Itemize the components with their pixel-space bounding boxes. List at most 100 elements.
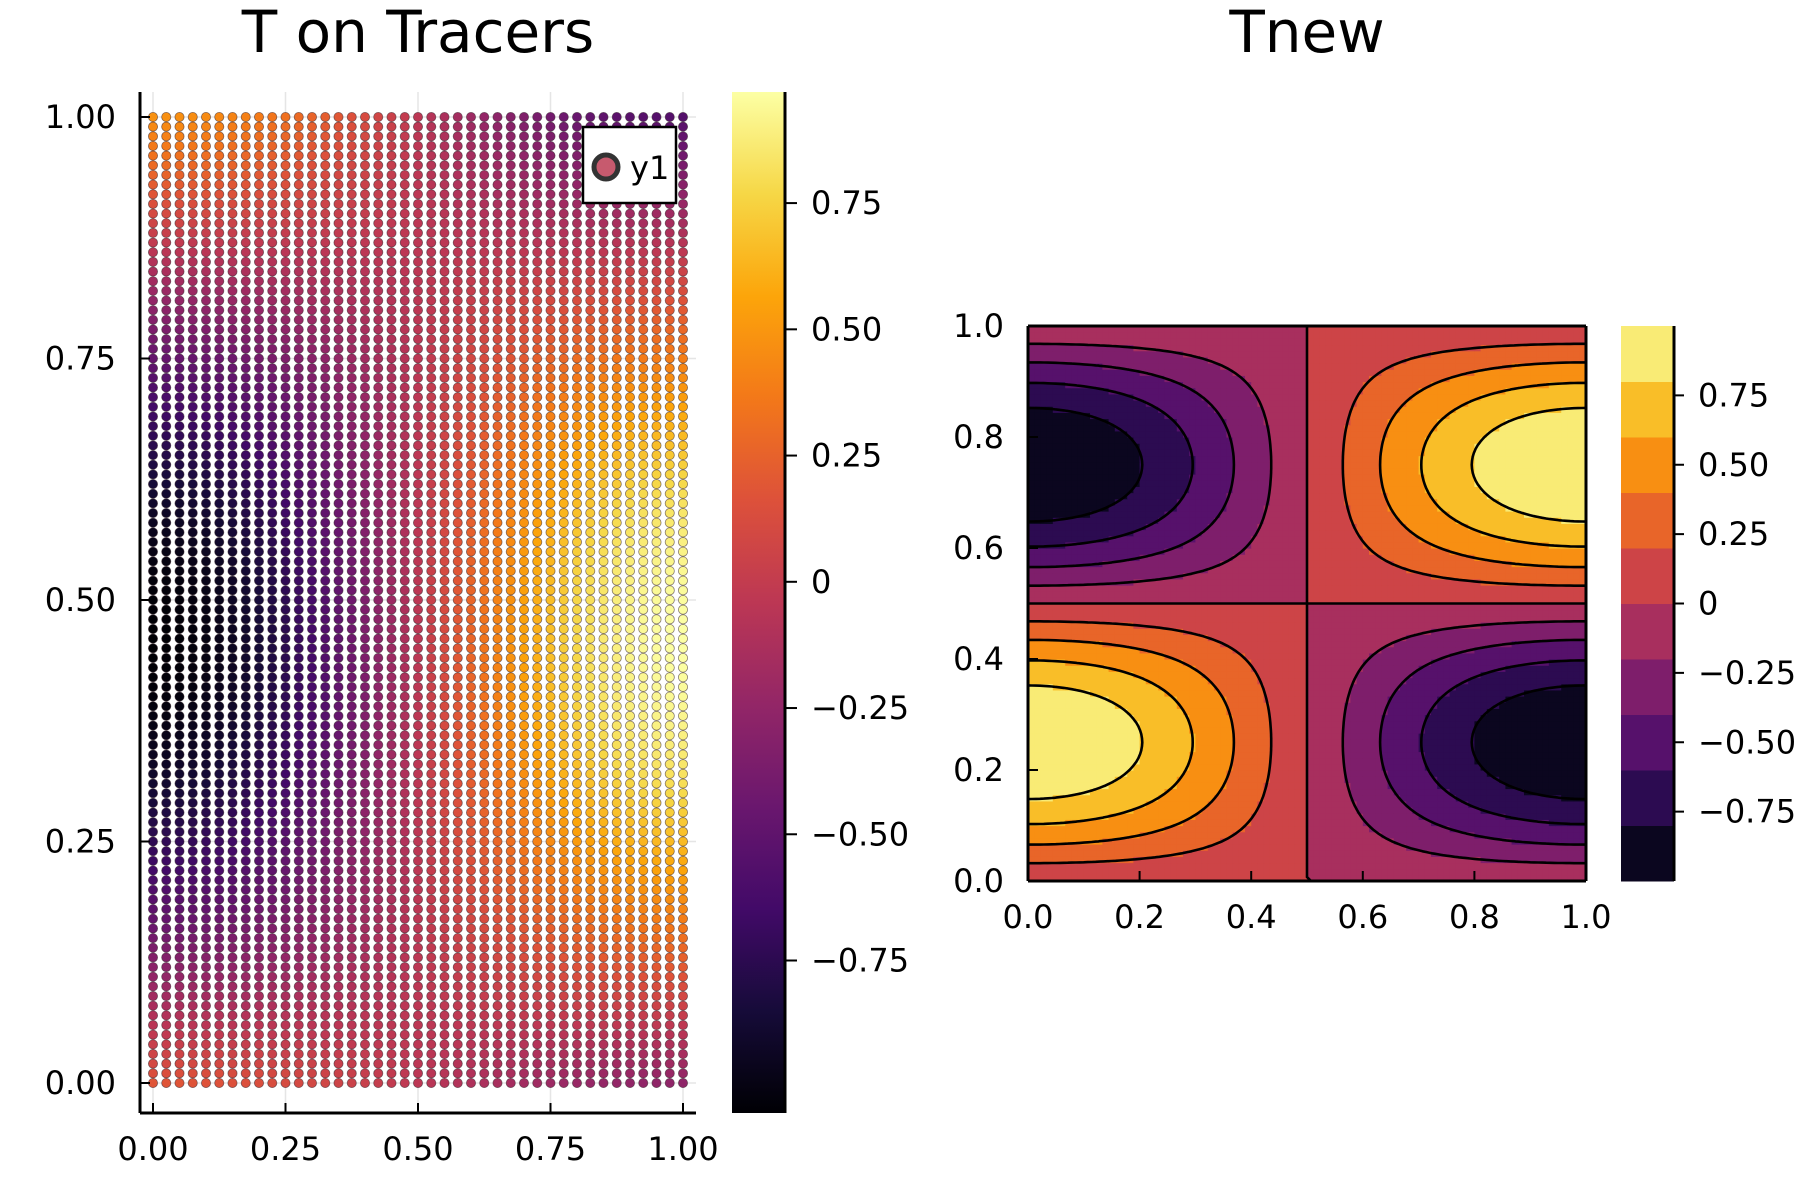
tracer-point (240, 401, 251, 412)
tracer-point (147, 208, 158, 219)
tracer-point (572, 208, 583, 219)
tracer-point (386, 817, 397, 828)
tracer-point (426, 566, 437, 577)
tracer-point (399, 353, 410, 364)
tracer-point (333, 788, 344, 799)
contour-cell (1207, 874, 1215, 881)
tracer-point (161, 1058, 172, 1069)
contour-cell (1567, 868, 1575, 876)
tracer-point (585, 285, 596, 296)
tracer-point (678, 150, 689, 161)
tracer-point (505, 865, 516, 876)
tracer-point (452, 140, 463, 151)
tracer-point (678, 314, 689, 325)
tracer-point (187, 701, 198, 712)
contour-cell (1561, 844, 1568, 851)
contour-cell (1077, 874, 1085, 881)
tracer-point (638, 537, 649, 548)
tracer-point (359, 430, 370, 441)
tracer-point (373, 324, 384, 335)
tracer-point (214, 913, 225, 924)
contour-cell (1462, 825, 1469, 833)
tracer-point (306, 150, 317, 161)
tracer-point (625, 817, 636, 828)
tracer-point (558, 295, 569, 306)
tracer-point (161, 846, 172, 857)
tracer-point (505, 894, 516, 905)
tracer-point (359, 469, 370, 480)
tracer-point (558, 904, 569, 915)
tracer-point (333, 884, 344, 895)
tracer-point (359, 971, 370, 982)
tracer-point (346, 488, 357, 499)
tracer-point (386, 768, 397, 779)
tracer-point (161, 720, 172, 731)
tracer-point (359, 807, 370, 818)
tracer-point (187, 508, 198, 519)
tracer-point (147, 527, 158, 538)
tracer-point (253, 421, 264, 432)
contour-cell (1530, 831, 1537, 839)
tracer-point (558, 991, 569, 1002)
contour-cell (1158, 844, 1165, 851)
tracer-point (651, 672, 662, 683)
contour-cell (1449, 874, 1457, 881)
tracer-point (492, 266, 503, 277)
tracer-point (505, 710, 516, 721)
tracer-point (572, 517, 583, 528)
tracer-point (359, 701, 370, 712)
tracer-point (452, 227, 463, 238)
tracer-point (240, 324, 251, 335)
contour-cell (1288, 825, 1296, 833)
tracer-point (373, 527, 384, 538)
contour-cell (1046, 831, 1054, 839)
tracer-point (678, 208, 689, 219)
tracer-point (240, 508, 251, 519)
tracer-point (651, 865, 662, 876)
tracer-point (253, 952, 264, 963)
contour-cell (1356, 874, 1364, 881)
tracer-point (452, 556, 463, 567)
tracer-point (306, 604, 317, 615)
tracer-point (386, 169, 397, 180)
tracer-point (214, 372, 225, 383)
contour-cell (1530, 874, 1537, 881)
tracer-point (519, 450, 530, 461)
tracer-point (439, 585, 450, 596)
tracer-point (346, 913, 357, 924)
contour-cell (1170, 862, 1178, 870)
tracer-point (399, 585, 410, 596)
tracer-point (200, 585, 211, 596)
tracer-point (532, 778, 543, 789)
tracer-point (359, 595, 370, 606)
tracer-point (320, 508, 331, 519)
tracer-point (585, 720, 596, 731)
tracer-point (267, 952, 278, 963)
tracer-point (545, 227, 556, 238)
tracer-point (346, 343, 357, 354)
tracer-point (346, 353, 357, 364)
tracer-point (452, 836, 463, 847)
tracer-point (200, 121, 211, 132)
tracer-point (399, 401, 410, 412)
tracer-point (373, 1029, 384, 1040)
tracer-point (346, 566, 357, 577)
contour-cell (1493, 868, 1500, 876)
contour-cell (1561, 831, 1568, 839)
tracer-point (678, 392, 689, 403)
tracer-point (492, 1068, 503, 1079)
tracer-point (320, 479, 331, 490)
tracer-point (505, 962, 516, 973)
contour-cell (1548, 874, 1556, 881)
tracer-point (452, 218, 463, 229)
tracer-point (439, 450, 450, 461)
contour-cell (1319, 837, 1327, 845)
tracer-point (386, 527, 397, 538)
tracer-point (293, 884, 304, 895)
tracer-point (678, 749, 689, 760)
tracer-point (187, 314, 198, 325)
tracer-point (678, 498, 689, 509)
tracer-point (598, 421, 609, 432)
tracer-point (638, 604, 649, 615)
tracer-point (240, 450, 251, 461)
